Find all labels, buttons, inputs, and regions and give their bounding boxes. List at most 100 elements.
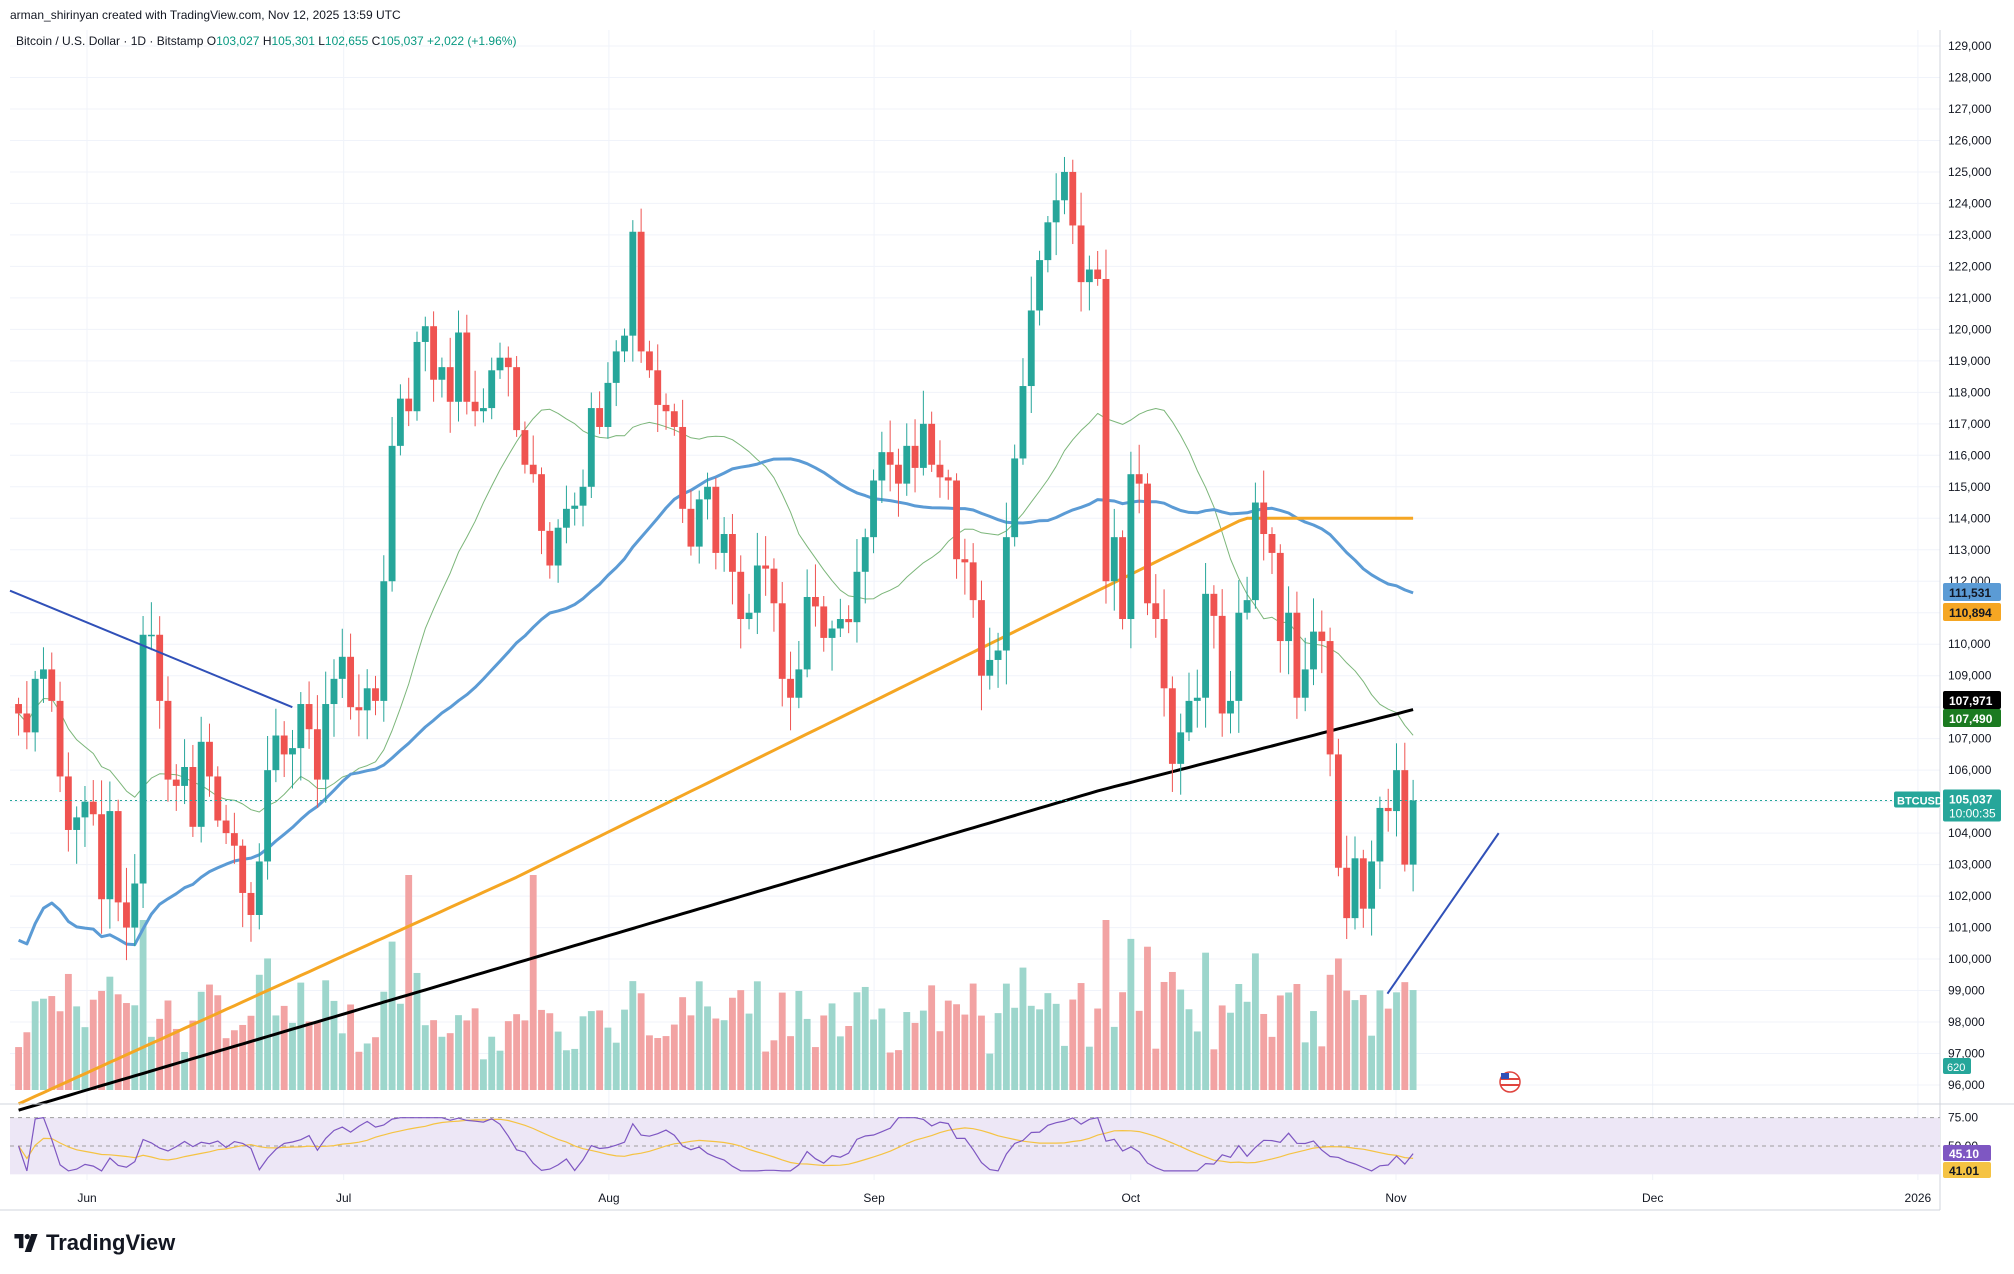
candle-body: [40, 669, 47, 679]
volume-bar: [56, 1011, 64, 1090]
candle-body: [479, 408, 487, 412]
volume-bar: [247, 1015, 255, 1090]
price-axis-label: 119,000: [1948, 354, 1991, 368]
candle-body: [853, 571, 861, 623]
volume-bar: [313, 1022, 321, 1090]
volume-bar: [239, 1024, 247, 1090]
volume-bar: [637, 993, 645, 1090]
volume-bar: [396, 1003, 404, 1090]
volume-bar: [463, 1020, 471, 1090]
volume-bars: [15, 875, 1417, 1090]
volume-bar: [895, 1050, 902, 1090]
candle-body: [446, 367, 454, 402]
candle-body: [554, 527, 562, 566]
volume-bar: [455, 1015, 462, 1090]
volume-bar: [687, 1015, 695, 1090]
candle-body: [56, 700, 64, 777]
price-axis-label: 117,000: [1948, 417, 1991, 431]
volume-bar: [355, 1051, 363, 1090]
volume-bar: [1027, 1005, 1035, 1090]
volume-bar: [803, 1018, 811, 1090]
candle-body: [1393, 770, 1400, 812]
volume-bar: [1036, 1009, 1043, 1090]
volume-bar: [1334, 958, 1342, 1090]
candle-body: [15, 704, 22, 714]
candle-body: [1202, 593, 1210, 698]
candle-body: [936, 464, 944, 478]
volume-bar: [1193, 1031, 1201, 1090]
candle-body: [670, 411, 678, 427]
candle-body: [1061, 171, 1068, 201]
candle-body: [1334, 754, 1342, 868]
candle-body: [1069, 171, 1077, 226]
volume-bar: [1102, 920, 1110, 1090]
volume-bar: [662, 1036, 670, 1090]
volume-bar: [1260, 1013, 1268, 1090]
candle-body: [106, 811, 114, 900]
tradingview-brand[interactable]: TradingView: [12, 1230, 175, 1256]
low-value: 102,655: [324, 34, 369, 48]
volume-bar: [695, 981, 703, 1090]
rsi-ma-tag-bg: [1943, 1162, 1991, 1178]
volume-bar: [886, 1052, 894, 1090]
volume-bar: [405, 875, 413, 1090]
volume-bar: [1384, 1008, 1392, 1090]
volume-bar: [164, 1000, 172, 1090]
ma-tags: 111,531 110,894 107,971 107,490: [1943, 583, 2001, 727]
candle-body: [430, 326, 438, 380]
candle-body: [1019, 386, 1027, 459]
volume-bar: [961, 1014, 969, 1090]
ma-tag-bg: [1943, 583, 2001, 601]
volume-bar: [1326, 974, 1334, 1090]
candle-body: [662, 404, 670, 412]
candle-body: [305, 704, 313, 730]
candle-body: [986, 659, 994, 676]
rsi-ma-value-tag: 41.01: [1949, 1164, 1979, 1178]
price-axis-label: 100,000: [1948, 952, 1992, 966]
price-axis-label: 121,000: [1948, 291, 1992, 305]
volume-bar: [1185, 1009, 1193, 1090]
volume-bar: [1293, 984, 1301, 1090]
volume-bar: [1218, 1005, 1226, 1090]
volume-bar: [421, 1025, 429, 1090]
candle-body: [953, 480, 960, 560]
volume-bar: [919, 1010, 927, 1090]
symbol-title[interactable]: Bitcoin / U.S. Dollar · 1D · Bitstamp: [16, 34, 204, 48]
candle-body: [405, 398, 413, 412]
volume-bar: [181, 1051, 188, 1090]
price-axis-label: 113,000: [1948, 543, 1991, 557]
volume-bar: [646, 1035, 653, 1090]
change-value: +2,022 (+1.96%): [427, 34, 517, 48]
candle-body: [206, 741, 213, 777]
volume-bar: [861, 986, 869, 1090]
volume-bar: [496, 1050, 504, 1090]
time-axis-label: Sep: [863, 1191, 885, 1205]
volume-bar: [1285, 992, 1293, 1090]
candle-body: [836, 619, 844, 629]
candle-body: [870, 480, 877, 538]
volume-bar: [1085, 1046, 1093, 1090]
volume-bar: [720, 1020, 728, 1090]
volume-bar: [538, 1009, 545, 1090]
volume-bar: [322, 980, 330, 1090]
volume-bar: [1276, 995, 1284, 1090]
candle-body: [1351, 858, 1359, 919]
volume-bar: [1168, 971, 1176, 1090]
candle-body: [1119, 537, 1127, 620]
volume-bar: [1077, 983, 1085, 1090]
candle-body: [1343, 867, 1351, 919]
candle-body: [1044, 222, 1052, 261]
volume-bar: [330, 1000, 338, 1090]
price-axis-label: 115,000: [1948, 480, 1991, 494]
candle-body: [1027, 310, 1035, 387]
symbol-tag-text: BTCUSD: [1897, 795, 1943, 807]
ma-line-50: [17, 457, 1414, 947]
candle-body: [1227, 700, 1234, 714]
candle-body: [1310, 631, 1317, 670]
candle-body: [795, 669, 803, 698]
volume-bar: [944, 1000, 952, 1090]
volume-bar: [305, 1021, 313, 1090]
candle-body: [413, 341, 421, 412]
